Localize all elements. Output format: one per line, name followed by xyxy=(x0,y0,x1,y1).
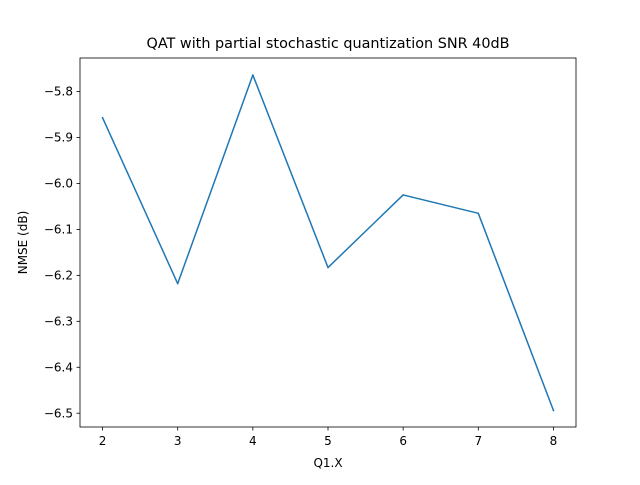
data-point xyxy=(327,266,329,269)
y-tick-label: −6.1 xyxy=(44,223,73,237)
data-point xyxy=(101,116,104,119)
plot-area xyxy=(80,58,576,427)
y-tick-label: −5.9 xyxy=(44,131,73,145)
y-tick-label: −6.2 xyxy=(44,269,73,283)
y-tick-label: −5.8 xyxy=(44,85,73,99)
data-point xyxy=(176,282,179,285)
x-tick-label: 4 xyxy=(249,434,257,448)
data-point xyxy=(552,409,555,412)
x-tick-label: 7 xyxy=(474,434,482,448)
x-tick-label: 3 xyxy=(174,434,182,448)
data-point xyxy=(477,212,480,215)
data-point xyxy=(252,74,254,76)
y-tick-label: −6.0 xyxy=(44,177,73,191)
series-layer xyxy=(101,74,555,412)
chart-title: QAT with partial stochastic quantization… xyxy=(147,36,510,52)
x-tick-label: 2 xyxy=(99,434,107,448)
data-point xyxy=(402,194,404,196)
ticks-layer: 2 3 4 5 6 7 8 −5.8 −5.9 −6.0 −6.1 −6.2 −6.3 −6.4 −6.5 xyxy=(44,85,557,448)
y-axis-label: NMSE (dB) xyxy=(16,211,30,275)
axes-frame xyxy=(79,57,577,428)
y-tick-label: −6.5 xyxy=(44,406,73,420)
x-tick-label: 8 xyxy=(550,434,558,448)
x-axis-label: Q1.X xyxy=(313,456,342,470)
x-tick-label: 6 xyxy=(399,434,407,448)
y-tick-label: −6.4 xyxy=(44,360,73,374)
y-tick-label: −6.3 xyxy=(44,315,73,329)
x-tick-label: 5 xyxy=(324,434,332,448)
